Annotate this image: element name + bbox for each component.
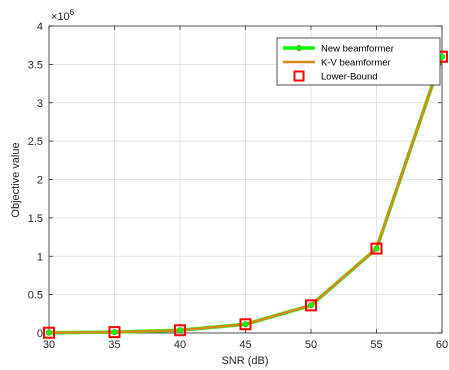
grid	[49, 26, 442, 333]
legend-marker-new-beamformer	[295, 44, 303, 52]
y-tick-label: 1	[37, 251, 43, 263]
legend-label-lower-bound: Lower-Bound	[321, 72, 378, 83]
legend-marker-lower-bound	[293, 70, 305, 82]
x-tick-label: 45	[239, 339, 251, 351]
y-tick-label: 2.5	[28, 136, 43, 148]
marker-lower-bound	[305, 299, 317, 312]
x-tick-label: 30	[43, 339, 55, 351]
axis-ticks: 30 35 40 45 50 55 60 0 0.5 1 1.5 2 2.5 3 3.5 4	[28, 21, 448, 351]
series-layer	[43, 50, 448, 339]
y-axis-multiplier: ×106	[51, 8, 75, 23]
marker-new-beamformer	[307, 302, 315, 309]
marker-lower-bound	[370, 242, 383, 255]
x-tick-label: 60	[436, 339, 448, 351]
x-tick-label: 40	[174, 339, 186, 351]
marker-lower-bound	[239, 318, 252, 331]
marker-lower-bound	[174, 324, 186, 337]
marker-new-beamformer	[176, 327, 184, 334]
legend-label-kv-beamformer: K-V beamformer	[321, 58, 391, 69]
y-axis-label: Objective value	[10, 142, 22, 217]
marker-lower-bound	[43, 326, 55, 339]
marker-new-beamformer	[111, 329, 118, 336]
marker-new-beamformer	[373, 245, 380, 252]
x-tick-label: 35	[108, 339, 120, 351]
y-tick-label: 4	[37, 21, 43, 33]
y-tick-label: 0	[37, 328, 43, 340]
y-tick-label: 3	[37, 98, 43, 110]
x-axis-label: SNR (dB)	[221, 355, 268, 367]
legend: New beamformer K-V beamformer Lower-Bound	[276, 37, 441, 86]
marker-lower-bound	[108, 326, 121, 339]
x-tick-label: 55	[370, 339, 382, 351]
marker-new-beamformer	[45, 329, 53, 336]
y-tick-label: 3.5	[28, 59, 43, 71]
x-tick-label: 50	[305, 339, 317, 351]
y-tick-label: 0.5	[28, 290, 43, 302]
y-tick-label: 1.5	[28, 213, 43, 225]
y-axis-multiplier-exponent: 6	[70, 8, 75, 17]
marker-new-beamformer	[242, 321, 249, 328]
legend-label-new-beamformer: New beamformer	[321, 44, 394, 55]
y-tick-label: 2	[37, 175, 43, 187]
